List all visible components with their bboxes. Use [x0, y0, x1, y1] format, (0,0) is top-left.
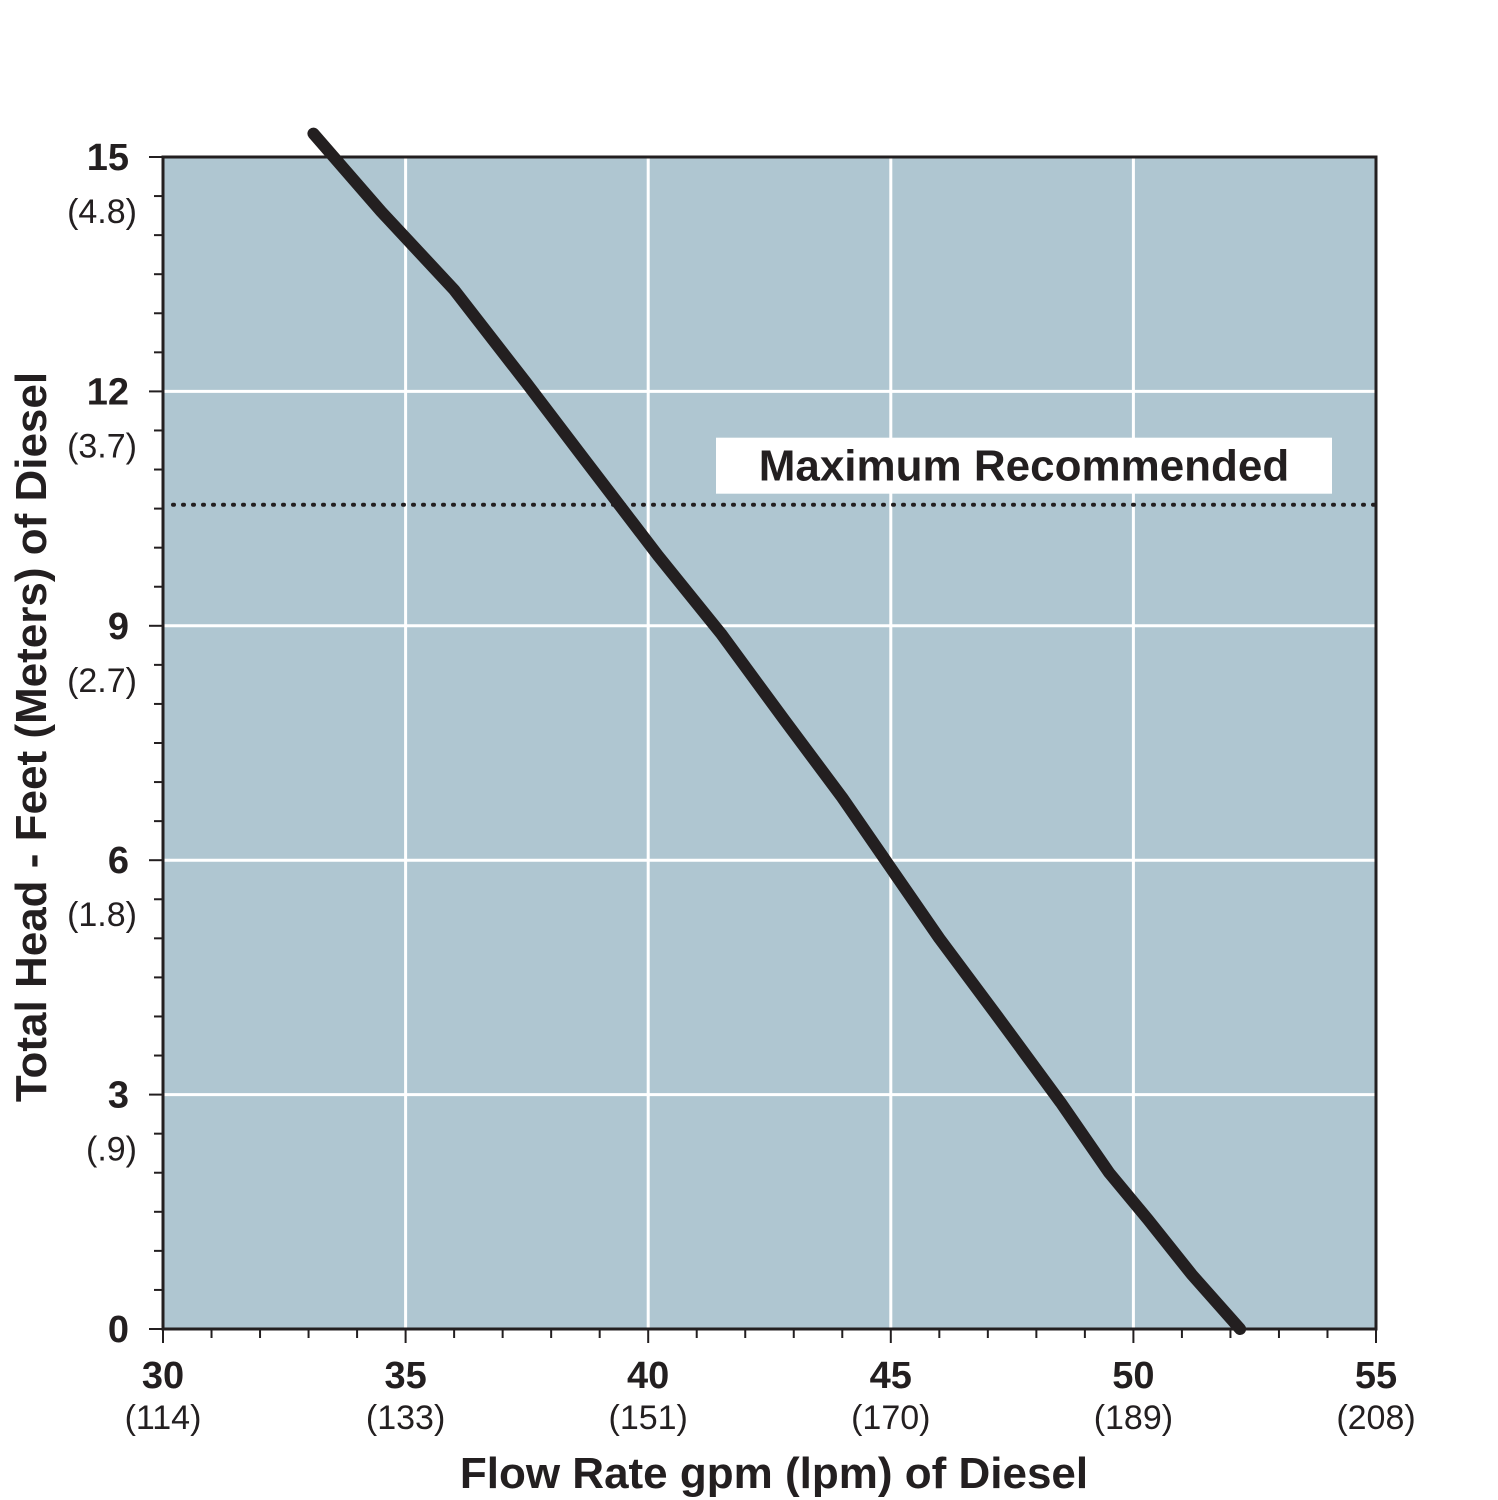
y-tick-label: 12: [87, 371, 129, 413]
plot-area: [163, 157, 1376, 1329]
y-tick-sublabel: (3.7): [67, 427, 137, 465]
y-tick-label: 0: [108, 1309, 129, 1351]
max-recommended-label-bg: [716, 437, 1332, 494]
y-tick-label: 15: [87, 137, 129, 179]
x-tick-label: 35: [384, 1355, 426, 1397]
x-axis-title: Flow Rate gpm (lpm) of Diesel: [460, 1449, 1088, 1498]
pump-curve-line: [307, 127, 1247, 1335]
x-tick-sublabel: (189): [1094, 1399, 1173, 1437]
y-tick-sublabel: (.9): [86, 1131, 137, 1169]
x-tick-sublabel: (114): [125, 1399, 202, 1437]
x-tick-sublabel: (208): [1336, 1399, 1415, 1437]
max-recommended-label: Maximum Recommended: [759, 442, 1290, 491]
x-tick-label: 50: [1112, 1355, 1154, 1397]
x-tick-label: 30: [142, 1355, 184, 1397]
y-tick-sublabel: (2.7): [67, 662, 137, 700]
x-tick-label: 40: [627, 1355, 669, 1397]
x-tick-sublabel: (170): [851, 1399, 930, 1437]
y-tick-sublabel: (4.8): [67, 193, 137, 231]
plot-frame: [161, 155, 1378, 1331]
x-tick-sublabel: (133): [366, 1399, 445, 1437]
y-tick-labels: 0 3 (.9) 6 (1.8) 9 (2.7) 12 (3.7) 15 (4.8): [67, 137, 137, 1351]
y-tick-label: 6: [108, 840, 129, 882]
y-tick-label: 9: [108, 606, 129, 648]
y-tick-sublabel: (1.8): [67, 896, 137, 934]
x-tick-labels: 30(114) 35(133) 40(151) 45(170) 50(189) 55(20…: [125, 1355, 1416, 1437]
x-tick-label: 45: [870, 1355, 912, 1397]
x-tick-sublabel: (151): [609, 1399, 688, 1437]
x-tick-label: 55: [1355, 1355, 1397, 1397]
y-tick-label: 3: [108, 1075, 129, 1117]
gridlines: [163, 157, 1376, 1329]
y-axis-title: Total Head - Feet (Meters) of Diesel: [7, 372, 56, 1102]
